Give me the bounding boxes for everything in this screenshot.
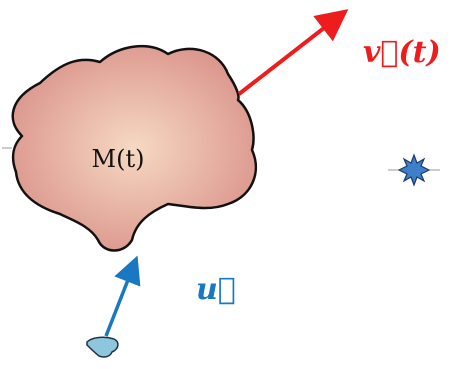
starburst-icon xyxy=(388,153,440,187)
body-shape xyxy=(11,45,258,252)
velocity-arrow xyxy=(237,9,349,96)
droplet-icon xyxy=(86,336,119,358)
velocity-label: v⃗(t) xyxy=(363,35,441,70)
u-label: u⃗ xyxy=(196,272,236,307)
body-label: M(t) xyxy=(92,145,145,173)
u-arrow xyxy=(104,255,141,337)
